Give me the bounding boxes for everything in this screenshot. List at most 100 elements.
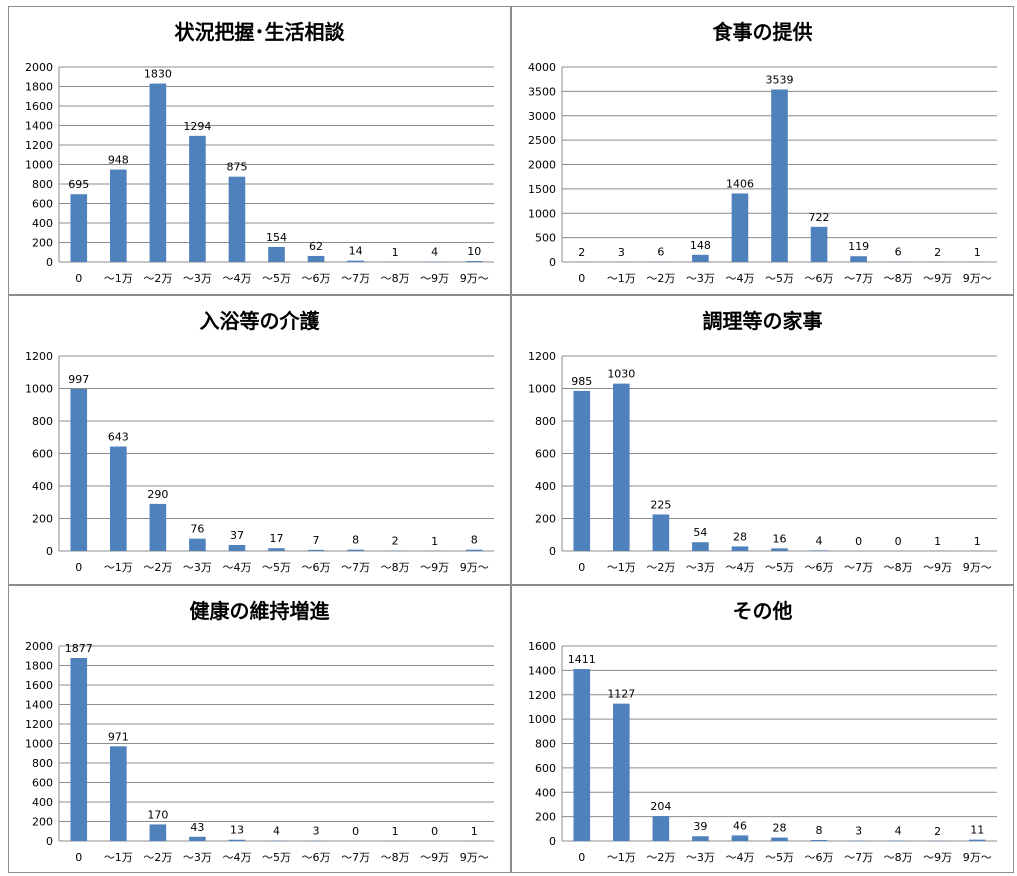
- data-label: 695: [68, 178, 89, 191]
- data-label: 0: [352, 825, 359, 838]
- bar-chart: 調理等の家事02004006008001000120098501030～1万22…: [528, 309, 997, 574]
- y-tick-label: 1000: [528, 207, 556, 220]
- data-label: 971: [108, 730, 129, 743]
- x-tick-label: ～6万: [302, 851, 331, 864]
- x-tick-label: ～3万: [183, 272, 212, 285]
- x-tick-label: ～3万: [686, 272, 715, 285]
- y-tick-label: 1400: [25, 699, 53, 712]
- y-tick-label: 1800: [25, 660, 53, 673]
- data-label: 8: [471, 534, 478, 547]
- data-label: 3539: [766, 73, 794, 86]
- y-tick-label: 400: [535, 480, 556, 493]
- bar: [692, 254, 709, 262]
- y-tick-label: 0: [549, 835, 556, 848]
- data-label: 2: [934, 825, 941, 838]
- bar: [347, 549, 364, 551]
- chart-title: 状況把握･生活相談: [175, 20, 346, 44]
- data-label: 6: [895, 246, 902, 259]
- data-label: 7: [313, 534, 320, 547]
- x-tick-label: ～6万: [805, 851, 834, 864]
- bar: [268, 246, 285, 262]
- x-tick-label: ～4万: [222, 272, 251, 285]
- y-tick-label: 1000: [528, 713, 556, 726]
- bar: [771, 548, 788, 551]
- x-tick-label: ～1万: [607, 272, 636, 285]
- data-label: 0: [855, 535, 862, 548]
- data-label: 148: [690, 239, 711, 252]
- y-tick-label: 400: [32, 480, 53, 493]
- data-label: 0: [895, 535, 902, 548]
- y-tick-label: 1800: [25, 81, 53, 94]
- chart-title: 健康の維持増進: [190, 599, 330, 623]
- x-tick-label: ～3万: [686, 851, 715, 864]
- y-tick-label: 200: [535, 811, 556, 824]
- bar-chart: その他0200400600800100012001400160014110112…: [528, 599, 997, 864]
- x-tick-label: 9万～: [460, 272, 489, 285]
- x-tick-label: ～8万: [884, 272, 913, 285]
- chart-title: 調理等の家事: [703, 309, 823, 333]
- data-label: 13: [230, 824, 244, 837]
- data-label: 204: [650, 800, 671, 813]
- y-tick-label: 0: [46, 256, 53, 269]
- bar: [465, 549, 483, 551]
- y-tick-label: 200: [32, 513, 53, 526]
- bar-chart: 健康の維持増進020040060080010001200140016001800…: [25, 599, 494, 864]
- bar: [149, 503, 167, 551]
- chart-title: その他: [733, 599, 793, 623]
- x-tick-label: ～2万: [646, 561, 675, 574]
- bar: [731, 193, 749, 262]
- data-label: 3: [618, 246, 625, 259]
- data-label: 985: [571, 375, 592, 388]
- x-tick-label: ～1万: [104, 272, 133, 285]
- bar: [613, 383, 630, 551]
- bar: [573, 390, 591, 551]
- bar: [228, 544, 246, 551]
- y-tick-label: 2000: [528, 159, 556, 172]
- bar: [149, 824, 167, 841]
- data-label: 1: [974, 246, 981, 259]
- x-tick-label: ～4万: [725, 272, 754, 285]
- y-tick-label: 400: [535, 786, 556, 799]
- bar: [810, 226, 828, 262]
- y-tick-label: 400: [32, 217, 53, 230]
- data-label: 3: [313, 825, 320, 838]
- y-tick-label: 3000: [528, 110, 556, 123]
- bar: [850, 256, 867, 262]
- data-label: 4: [273, 825, 280, 838]
- data-label: 54: [693, 526, 707, 539]
- data-label: 1: [431, 535, 438, 548]
- bar: [692, 836, 709, 841]
- data-label: 8: [816, 824, 823, 837]
- data-label: 154: [266, 231, 287, 244]
- x-tick-label: ～2万: [646, 851, 675, 864]
- y-tick-label: 1600: [25, 679, 53, 692]
- bar: [731, 546, 749, 551]
- x-tick-label: ～2万: [143, 272, 172, 285]
- x-tick-label: 9万～: [460, 561, 489, 574]
- bar: [613, 703, 630, 841]
- x-tick-label: ～9万: [420, 851, 449, 864]
- data-label: 28: [733, 530, 747, 543]
- bar: [228, 839, 246, 841]
- y-tick-label: 600: [32, 777, 53, 790]
- x-tick-label: ～1万: [607, 561, 636, 574]
- x-tick-label: 9万～: [963, 272, 992, 285]
- x-tick-label: ～8万: [381, 851, 410, 864]
- bar: [307, 255, 325, 262]
- x-tick-label: ～2万: [143, 851, 172, 864]
- x-tick-label: ～4万: [222, 561, 251, 574]
- bar: [70, 388, 88, 551]
- data-label: 2: [934, 246, 941, 259]
- y-tick-label: 600: [535, 762, 556, 775]
- chart-title: 入浴等の介護: [200, 309, 321, 333]
- bar-chart: 状況把握･生活相談0200400600800100012001400160018…: [25, 20, 494, 285]
- y-tick-label: 400: [32, 796, 53, 809]
- chart-panel: 食事の提供 0 500 1000 1500 2000 2500 3000 3500 4000 2 0 3…: [511, 6, 1014, 295]
- bar: [189, 135, 206, 262]
- y-tick-label: 1000: [25, 159, 53, 172]
- y-tick-label: 0: [46, 545, 53, 558]
- y-tick-label: 1400: [528, 664, 556, 677]
- x-tick-label: 0: [578, 561, 585, 574]
- y-tick-label: 600: [32, 198, 53, 211]
- chart-panel: 状況把握･生活相談 0 200 400 600 800 1000 1200 1400 1600 18…: [8, 6, 511, 295]
